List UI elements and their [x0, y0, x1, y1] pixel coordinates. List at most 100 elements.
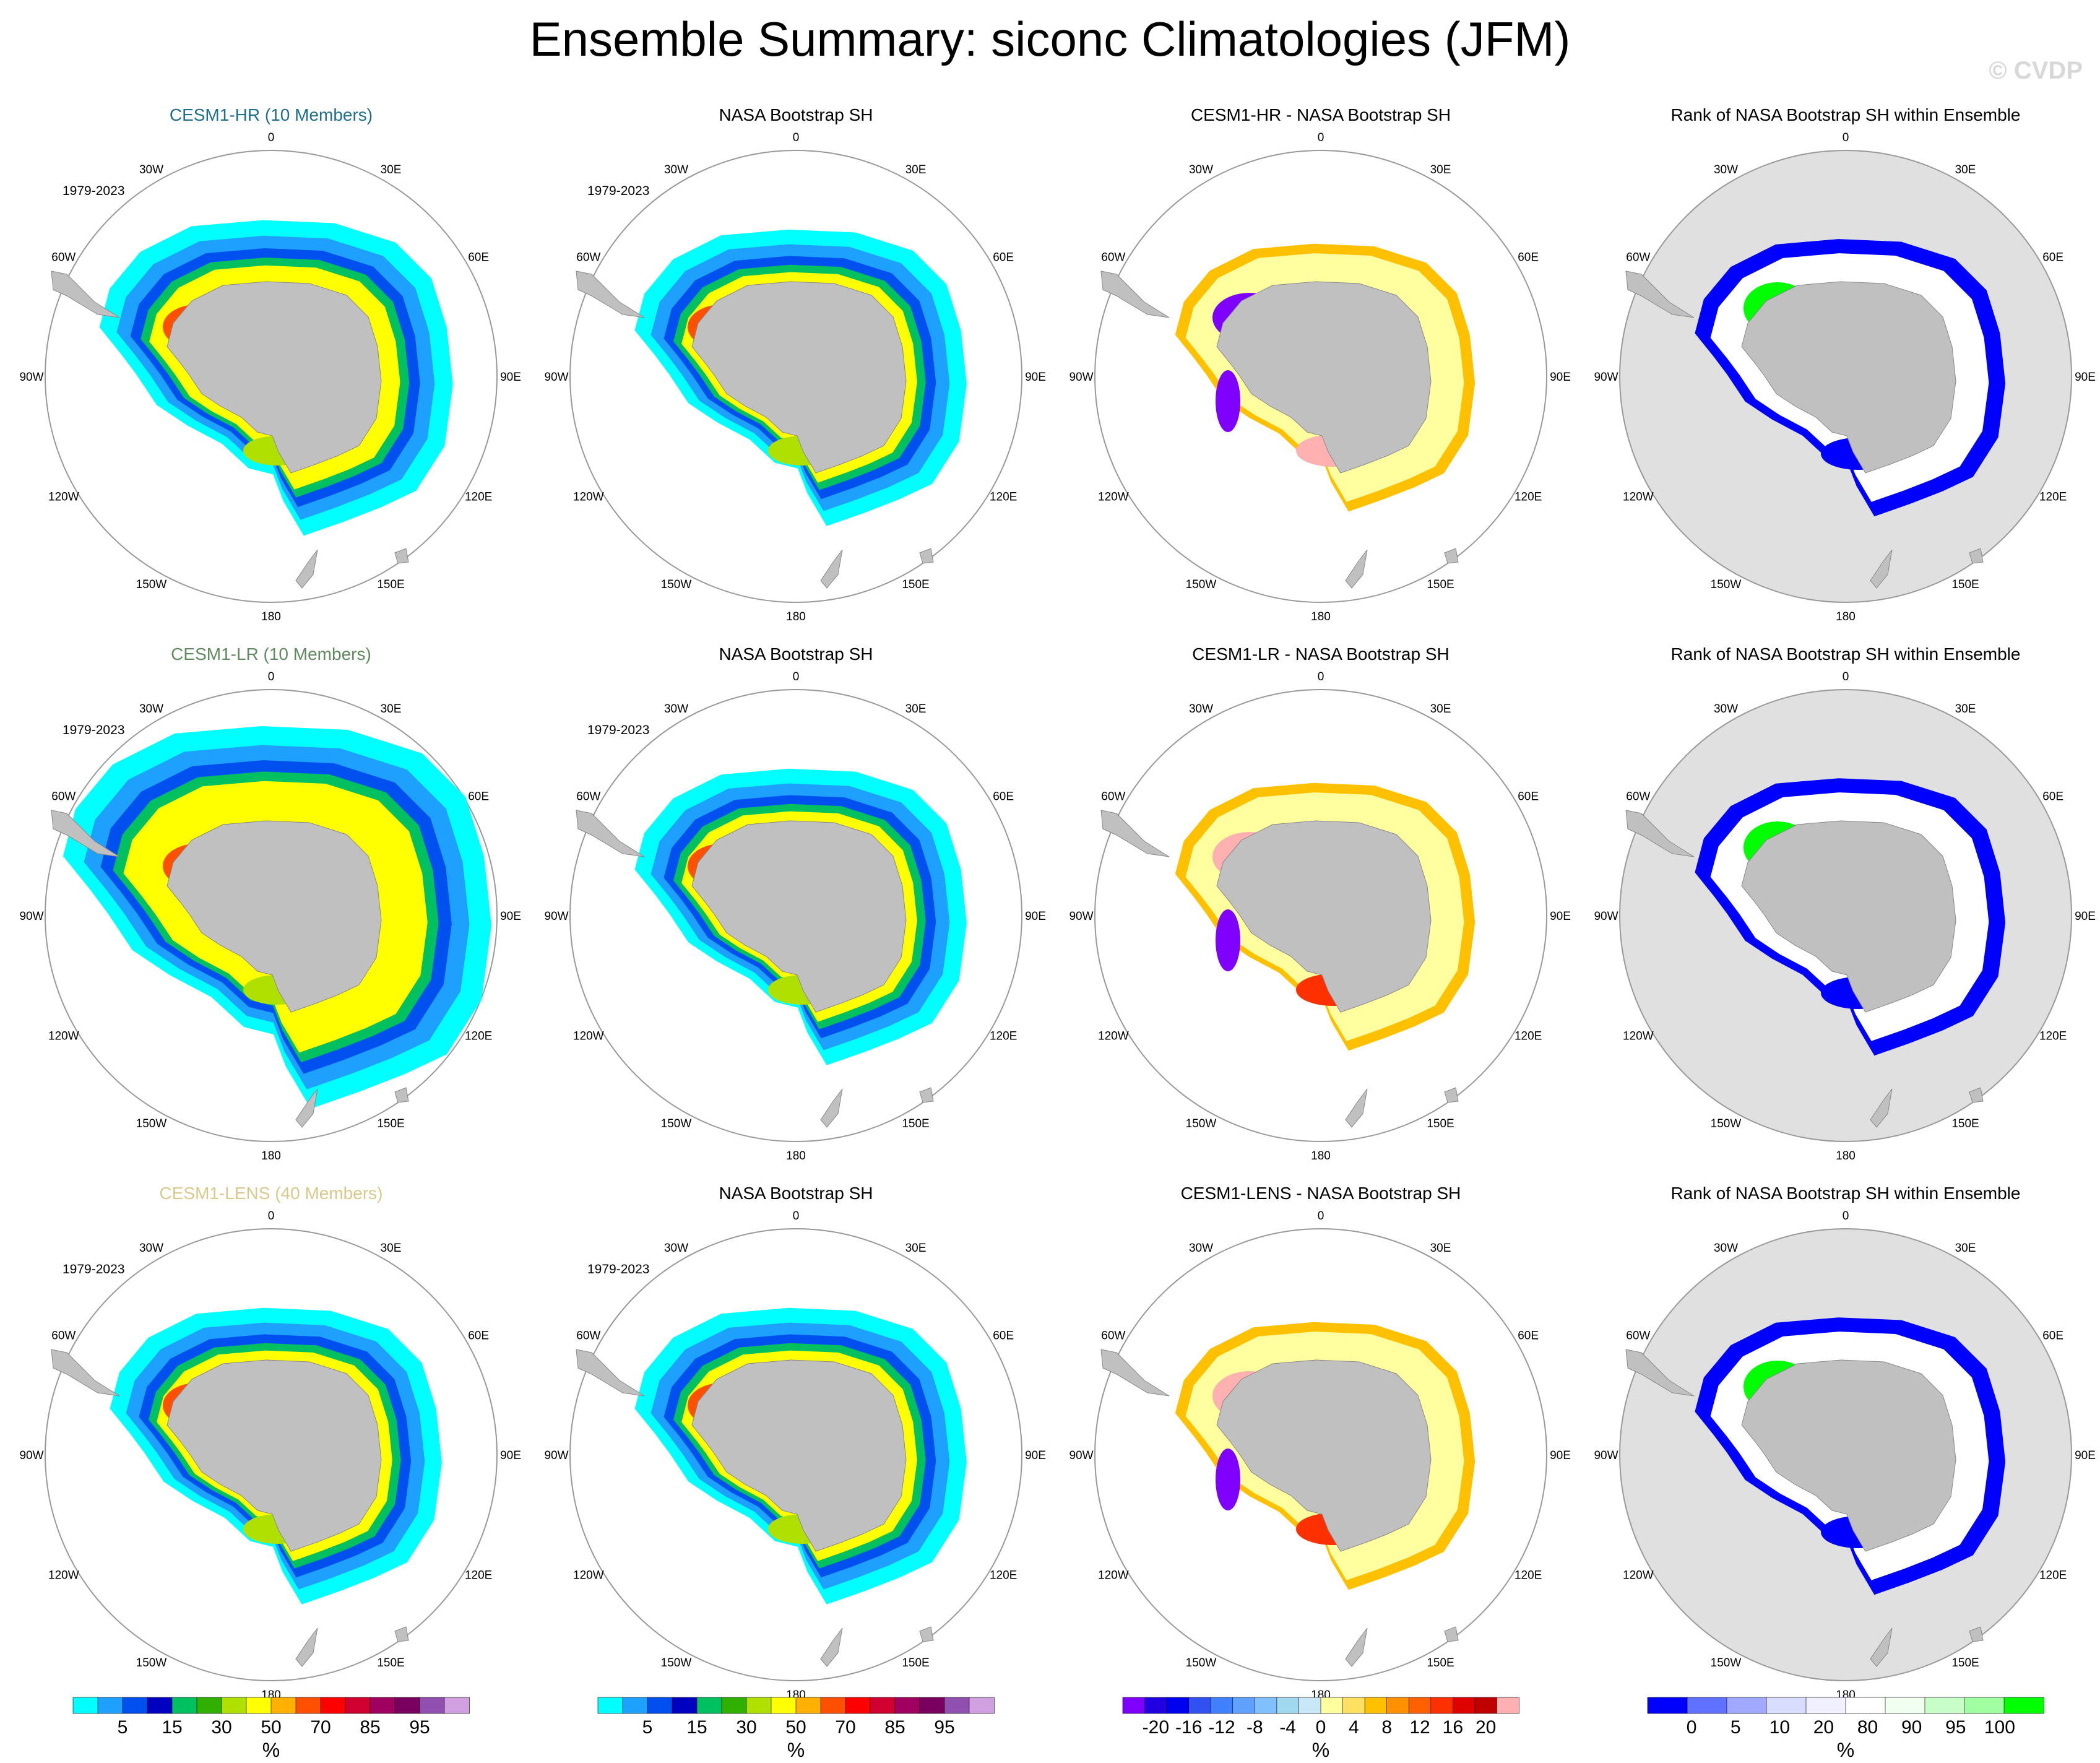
longitude-label: 120E [990, 1569, 1017, 1582]
panel-title: CESM1-LENS - NASA Bootstrap SH [1181, 1184, 1461, 1203]
colorbar-swatch [1726, 1697, 1767, 1714]
colorbar-tick-label: -12 [1208, 1717, 1235, 1738]
longitude-label: 150E [1951, 1657, 1979, 1670]
longitude-label: 0 [793, 670, 800, 683]
longitude-label: 30E [1955, 703, 1976, 716]
colorbar-swatch [1188, 1697, 1212, 1714]
south-america [1100, 271, 1170, 318]
new-zealand [295, 549, 318, 589]
colorbar-swatch [1276, 1697, 1300, 1714]
longitude-label: 30E [1430, 703, 1451, 716]
colorbar-tick-label: 0 [1316, 1717, 1326, 1738]
longitude-label: 120W [48, 491, 79, 504]
longitude-label: 120E [2039, 1569, 2067, 1582]
longitude-label: 120E [2039, 491, 2067, 504]
antarctica [166, 1359, 382, 1552]
tasmania [394, 1626, 409, 1642]
longitude-label: 150W [661, 1117, 692, 1130]
longitude-label: 30E [1430, 163, 1451, 176]
colorbar-swatch [1232, 1697, 1256, 1714]
longitude-label: 30W [1189, 163, 1213, 176]
colorbar-swatch [1647, 1697, 1688, 1714]
colorbar-swatch [1122, 1697, 1146, 1714]
longitude-label: 30E [381, 163, 402, 176]
new-zealand [820, 549, 843, 589]
colorbar-swatch [944, 1697, 970, 1714]
colorbar-swatch [1845, 1697, 1886, 1714]
antarctica [1741, 281, 1956, 474]
colorbar-swatch [622, 1697, 648, 1714]
longitude-label: 150W [1711, 578, 1742, 591]
tasmania [1969, 548, 1984, 564]
tasmania [394, 1087, 409, 1103]
longitude-label: 90E [1025, 1449, 1046, 1462]
colorbar-unit: % [1312, 1739, 1329, 1761]
longitude-label: 150E [377, 1657, 404, 1670]
colorbar-unit: % [787, 1739, 805, 1761]
longitude-label: 30E [905, 1242, 927, 1255]
longitude-label: 90W [1594, 1449, 1618, 1462]
colorbar-tick-label: 16 [1443, 1717, 1463, 1738]
antarctica [1216, 820, 1432, 1013]
longitude-label: 90W [1594, 910, 1618, 923]
longitude-label: 60E [2042, 791, 2063, 804]
colorbar-swatch [1320, 1697, 1344, 1714]
colorbar-swatch [1408, 1697, 1432, 1714]
colorbar-tick-label: 15 [162, 1717, 182, 1738]
longitude-label: 0 [268, 1210, 275, 1223]
colorbar-swatch [1166, 1697, 1190, 1714]
panel-title: Rank of NASA Bootstrap SH within Ensembl… [1671, 644, 2021, 664]
new-zealand [295, 1627, 318, 1667]
panel-11: CESM1-LENS - NASA Bootstrap SH 0 30E 60E 90E… [1069, 1184, 1570, 1702]
colorbar-swatch [1210, 1697, 1234, 1714]
colorbar-swatch [72, 1697, 98, 1714]
longitude-label: 180 [261, 610, 281, 623]
longitude-label: 120W [573, 1030, 604, 1043]
tasmania [1969, 1087, 1984, 1103]
colorbar-swatch [1885, 1697, 1925, 1714]
colorbar-swatch [320, 1697, 346, 1714]
colorbar-tick-label: 95 [409, 1717, 430, 1738]
colorbar-swatch [1144, 1697, 1167, 1714]
colorbar-swatch [394, 1697, 420, 1714]
longitude-label: 30W [1189, 703, 1213, 716]
longitude-label: 60W [576, 251, 600, 264]
longitude-label: 30W [139, 1242, 163, 1255]
antarctica [691, 820, 907, 1013]
longitude-label: 30W [664, 703, 688, 716]
longitude-label: 60E [993, 791, 1014, 804]
longitude-label: 150E [1427, 1657, 1454, 1670]
bellingshausen-diff [1216, 1449, 1240, 1510]
colorbar-swatch [1298, 1697, 1321, 1714]
longitude-label: 180 [786, 610, 806, 623]
period-label: 1979-2023 [63, 184, 124, 198]
antarctica [1741, 1359, 1956, 1552]
longitude-label: 90W [1594, 371, 1618, 384]
colorbar-swatch [845, 1697, 871, 1714]
longitude-label: 90E [1550, 371, 1571, 384]
colorbar-swatch [1342, 1697, 1365, 1714]
longitude-label: 90E [500, 371, 521, 384]
longitude-label: 150E [377, 1117, 404, 1130]
colorbar-swatch [771, 1697, 797, 1714]
panel-title: Rank of NASA Bootstrap SH within Ensembl… [1671, 1184, 2021, 1203]
panel-8: Rank of NASA Bootstrap SH within Ensembl… [1594, 644, 2095, 1163]
colorbar-swatch [1964, 1697, 2005, 1714]
longitude-label: 90W [544, 1449, 568, 1462]
south-america [51, 810, 120, 857]
colorbar-tick-label: 5 [642, 1717, 653, 1738]
longitude-label: 90E [1025, 910, 1046, 923]
longitude-label: 150E [1427, 578, 1454, 591]
colorbar-unit: % [1837, 1739, 1854, 1761]
panel-1: CESM1-HR (10 Members) 1979-2023 0 30E 60E 90E… [19, 105, 521, 623]
south-america [576, 1349, 645, 1397]
longitude-label: 60W [51, 1330, 76, 1343]
colorbar-tick-label: 15 [686, 1717, 707, 1738]
longitude-label: 0 [1318, 131, 1324, 144]
colorbar-swatch [1255, 1697, 1277, 1714]
new-zealand [1870, 1627, 1893, 1667]
colorbar-swatch [246, 1697, 272, 1714]
longitude-label: 0 [268, 131, 275, 144]
colorbar-tick-label: 20 [1813, 1717, 1834, 1738]
longitude-label: 90E [1025, 371, 1046, 384]
